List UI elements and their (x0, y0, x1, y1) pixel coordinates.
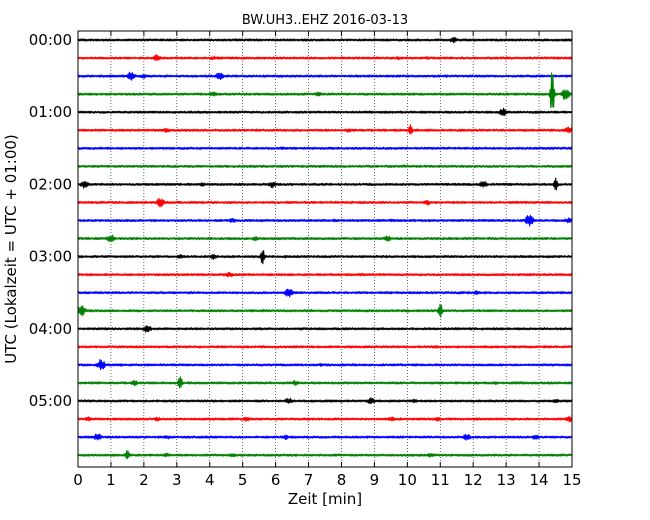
trace-0045 (77, 72, 573, 109)
x-tick-label: 9 (370, 471, 380, 489)
trace-0030 (77, 71, 573, 81)
x-tick-label: 10 (398, 471, 417, 489)
trace-0500 (77, 397, 573, 405)
x-axis-ticks: 0 1 2 3 4 5 6 7 8 9 10 11 12 13 14 15 (73, 31, 582, 489)
trace-0430 (77, 359, 573, 371)
x-tick-label: 15 (562, 471, 581, 489)
trace-0300 (77, 250, 573, 265)
y-tick-label: 01:00 (29, 103, 72, 121)
trace-0215 (77, 197, 573, 208)
x-tick-label: 12 (464, 471, 483, 489)
x-tick-label: 5 (238, 471, 248, 489)
x-axis-label: Zeit [min] (288, 490, 362, 508)
trace-0230 (77, 214, 573, 227)
trace-0515 (77, 415, 573, 423)
plot-frame (77, 30, 573, 468)
x-tick-label: 14 (530, 471, 549, 489)
trace-0115 (77, 124, 573, 135)
y-tick-label: 00:00 (29, 31, 72, 49)
x-tick-label: 4 (205, 471, 215, 489)
trace-0145 (77, 164, 573, 168)
grid-lines (110, 31, 540, 467)
chart-title: BW.UH3..EHZ 2016-03-13 (242, 13, 408, 28)
x-tick-label: 6 (271, 471, 281, 489)
trace-0345 (77, 303, 573, 318)
trace-0400 (77, 325, 573, 333)
y-tick-label: 03:00 (29, 248, 72, 266)
x-tick-label: 1 (106, 471, 116, 489)
x-tick-label: 0 (73, 471, 83, 489)
trace-0200 (77, 177, 573, 191)
y-tick-label: 05:00 (29, 392, 72, 410)
y-axis-ticks: 00:00 01:00 02:00 03:00 04:00 05:00 (29, 31, 572, 410)
trace-0330 (77, 288, 573, 298)
trace-0315 (77, 271, 573, 278)
x-tick-label: 3 (172, 471, 182, 489)
seismic-traces (77, 36, 573, 460)
x-tick-label: 11 (431, 471, 450, 489)
trace-0100 (77, 107, 573, 117)
trace-0445 (77, 376, 573, 389)
trace-0415 (77, 345, 573, 349)
trace-0015 (77, 54, 573, 61)
x-tick-label: 7 (304, 471, 314, 489)
trace-0130 (77, 146, 573, 151)
x-tick-label: 2 (139, 471, 149, 489)
y-tick-label: 02:00 (29, 175, 72, 193)
trace-0545 (77, 449, 573, 460)
x-tick-label: 8 (337, 471, 347, 489)
y-axis-label: UTC (Lokalzeit = UTC + 01:00) (2, 134, 20, 364)
x-tick-label: 13 (497, 471, 516, 489)
trace-0245 (77, 234, 573, 243)
y-tick-label: 04:00 (29, 320, 72, 338)
trace-0530 (77, 433, 573, 441)
trace-0000 (77, 36, 573, 44)
